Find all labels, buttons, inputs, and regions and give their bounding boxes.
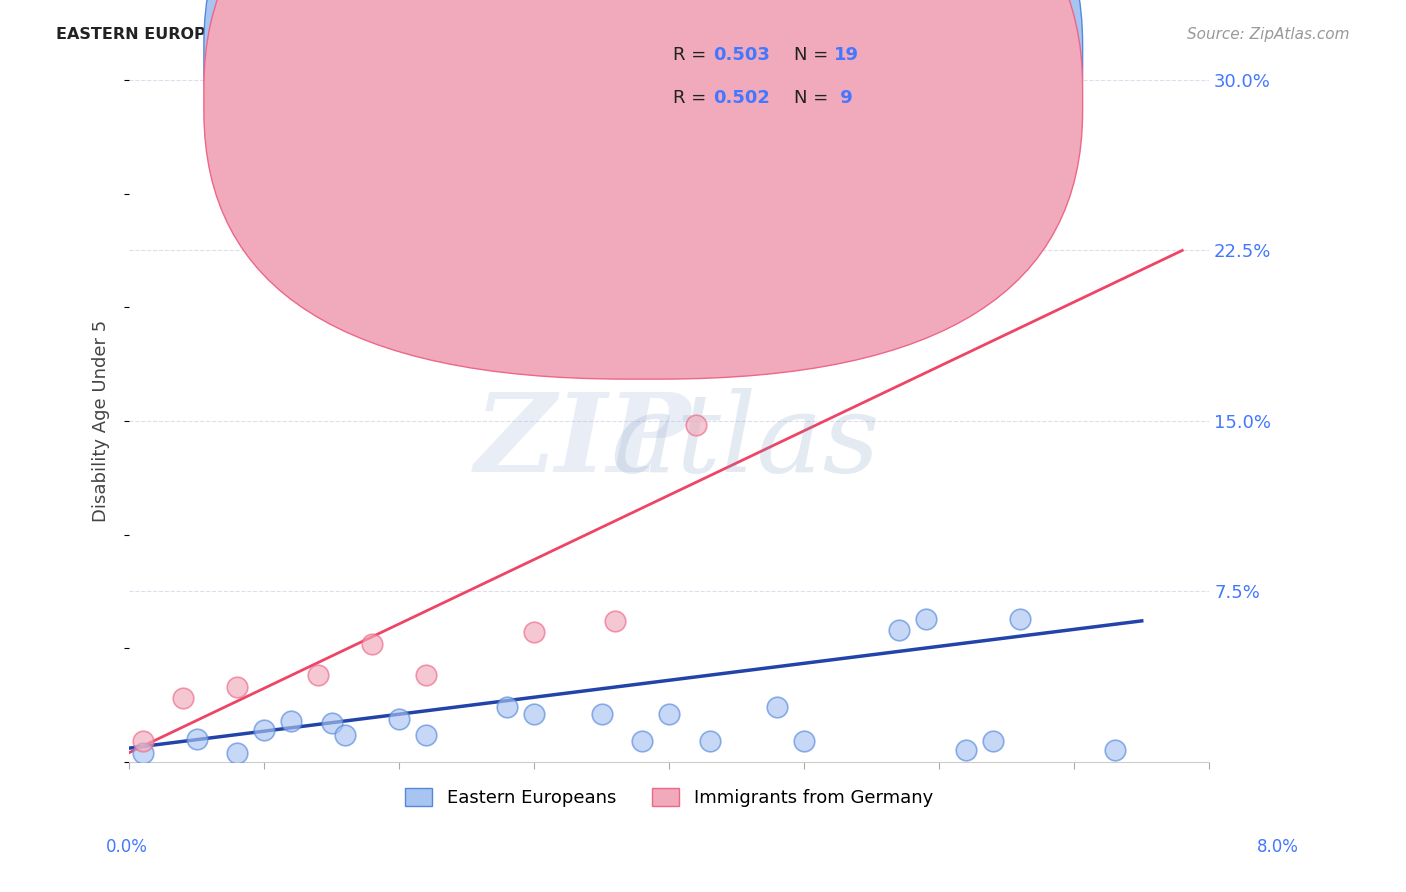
Point — [307, 668, 329, 682]
Text: 9: 9 — [834, 89, 852, 107]
Point — [523, 625, 546, 640]
Point — [226, 680, 249, 694]
Point — [333, 727, 356, 741]
Text: atlas: atlas — [610, 388, 880, 495]
Point — [172, 691, 194, 706]
Point — [685, 418, 707, 433]
Point — [321, 716, 343, 731]
Point — [914, 611, 936, 625]
Point — [1010, 611, 1032, 625]
Text: N =: N = — [794, 89, 834, 107]
Point — [415, 727, 437, 741]
Text: 0.503: 0.503 — [713, 46, 769, 64]
Point — [955, 743, 977, 757]
Point — [253, 723, 276, 737]
Point — [1104, 743, 1126, 757]
Legend: Eastern Europeans, Immigrants from Germany: Eastern Europeans, Immigrants from Germa… — [398, 780, 941, 814]
Text: ZIP: ZIP — [474, 388, 692, 495]
Point — [131, 746, 153, 760]
Point — [766, 700, 789, 714]
Point — [496, 700, 519, 714]
Text: 8.0%: 8.0% — [1257, 838, 1299, 855]
Point — [631, 734, 654, 748]
Point — [523, 707, 546, 722]
Point — [793, 734, 815, 748]
Text: EASTERN EUROPEAN VS IMMIGRANTS FROM GERMANY DISABILITY AGE UNDER 5 CORRELATION C: EASTERN EUROPEAN VS IMMIGRANTS FROM GERM… — [56, 27, 980, 42]
Text: 19: 19 — [834, 46, 859, 64]
Point — [186, 732, 208, 747]
Point — [361, 637, 384, 651]
Text: Source: ZipAtlas.com: Source: ZipAtlas.com — [1187, 27, 1350, 42]
Point — [415, 668, 437, 682]
Text: N =: N = — [794, 46, 834, 64]
Text: 0.0%: 0.0% — [105, 838, 148, 855]
Point — [887, 623, 910, 637]
Text: 0.502: 0.502 — [713, 89, 769, 107]
Point — [388, 712, 411, 726]
Point — [226, 746, 249, 760]
Point — [591, 707, 613, 722]
Point — [131, 734, 153, 748]
Point — [699, 734, 721, 748]
Text: R =: R = — [673, 46, 713, 64]
Text: R =: R = — [673, 89, 713, 107]
Point — [605, 614, 627, 628]
Point — [280, 714, 302, 728]
Point — [981, 734, 1004, 748]
Point — [658, 707, 681, 722]
Y-axis label: Disability Age Under 5: Disability Age Under 5 — [93, 319, 110, 522]
